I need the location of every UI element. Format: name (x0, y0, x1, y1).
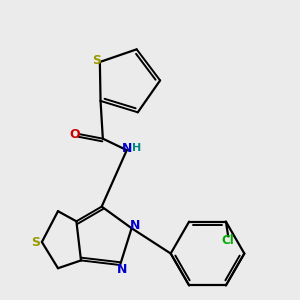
Text: N: N (122, 142, 132, 155)
Text: Cl: Cl (222, 235, 235, 248)
Text: H: H (132, 143, 142, 153)
Text: N: N (117, 263, 128, 276)
Text: N: N (130, 219, 140, 232)
Text: O: O (69, 128, 80, 140)
Text: S: S (32, 236, 40, 248)
Text: S: S (92, 54, 101, 67)
